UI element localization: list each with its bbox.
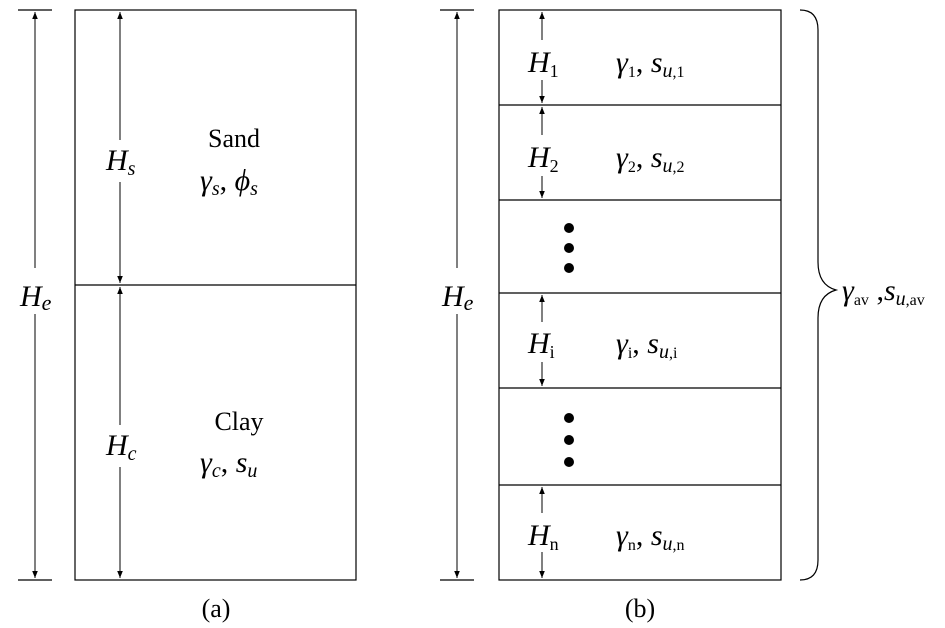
sand-parameters: γs, ϕs: [200, 164, 258, 200]
total-height-label: He: [19, 280, 52, 315]
panel-a: He Hs Hc Sand γs, ϕs Clay γc, su (a): [18, 9, 357, 623]
averaging-brace: [799, 9, 839, 581]
layer-1-thickness: H1: [527, 46, 559, 81]
panel-a-caption: (a): [202, 594, 231, 623]
clay-parameters: γc, su: [200, 446, 257, 482]
ellipsis-dots-upper: [564, 223, 574, 273]
average-parameters: γav ,su,av: [842, 274, 925, 310]
layer-i-thickness: Hi: [527, 327, 555, 362]
sand-name: Sand: [208, 124, 260, 153]
ellipsis-dots-lower: [564, 413, 574, 467]
layer-2-thickness: H2: [527, 141, 559, 176]
clay-name: Clay: [214, 407, 263, 436]
clay-thickness-label: Hc: [105, 429, 137, 465]
layer-n-parameters: γn, su,n: [616, 519, 685, 555]
panel-b-caption: (b): [625, 594, 655, 623]
b-total-height-label: He: [441, 280, 474, 315]
panel-a-box: [74, 9, 357, 581]
panel-b: He H1 γ1, su,1 H2 γ2, su,2 Hi γi, su,i: [440, 9, 925, 623]
panel-b-box: [498, 9, 782, 581]
layer-2-parameters: γ2, su,2: [616, 141, 685, 177]
layer-i-parameters: γi, su,i: [616, 327, 678, 363]
layer-n-thickness: Hn: [527, 519, 559, 554]
sand-thickness-label: Hs: [105, 144, 136, 180]
layer-1-parameters: γ1, su,1: [616, 46, 685, 82]
